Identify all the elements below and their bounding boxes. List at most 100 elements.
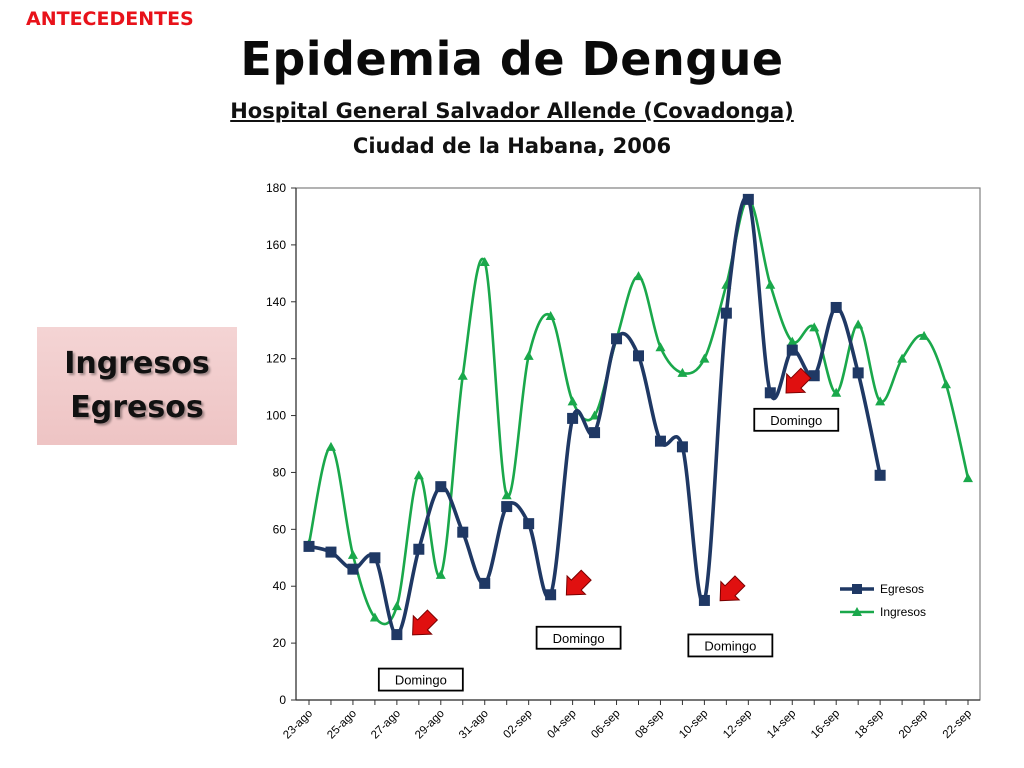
data-point-egresos bbox=[325, 546, 337, 558]
data-point-egresos bbox=[479, 577, 491, 589]
data-point-egresos bbox=[633, 350, 644, 362]
y-tick-label: 160 bbox=[266, 238, 286, 252]
chart-annotations: Domingo Domingo Domingo Domingo bbox=[377, 367, 840, 692]
data-point-egresos bbox=[457, 526, 469, 538]
x-tick-label: 27-ago bbox=[369, 708, 403, 742]
data-point-ingresos bbox=[369, 612, 380, 622]
data-point-ingresos bbox=[831, 387, 842, 397]
x-tick-label: 22-sep bbox=[941, 708, 974, 741]
x-tick-label: 25-ago bbox=[325, 708, 359, 742]
data-point-egresos bbox=[808, 370, 820, 382]
data-point-ingresos bbox=[699, 353, 710, 363]
data-point-ingresos bbox=[765, 279, 776, 289]
data-point-egresos bbox=[676, 441, 688, 453]
slide-title: Epidemia de Dengue bbox=[240, 32, 784, 86]
data-point-egresos bbox=[786, 344, 798, 356]
y-tick-label: 20 bbox=[273, 636, 287, 650]
data-point-ingresos bbox=[435, 569, 446, 579]
legend-item-egresos: Egresos bbox=[840, 582, 924, 596]
data-point-ingresos bbox=[567, 396, 578, 406]
annotation: Domingo bbox=[753, 367, 840, 432]
annotation: Domingo bbox=[535, 569, 622, 650]
data-point-ingresos bbox=[897, 353, 908, 363]
chart-axes: 0 20 40 60 80 100 120 140 160 180 23-ago 25-ago 27-a… bbox=[266, 181, 981, 742]
data-point-egresos bbox=[720, 307, 732, 319]
annotation-arrow bbox=[785, 367, 812, 394]
side-label-box: Ingresos Egresos bbox=[37, 327, 237, 445]
annotation-label: Domingo bbox=[770, 413, 822, 428]
data-point-ingresos bbox=[457, 370, 468, 380]
data-point-ingresos bbox=[589, 410, 600, 420]
y-tick-label: 140 bbox=[266, 295, 286, 309]
annotation-arrow bbox=[719, 575, 746, 602]
data-point-egresos bbox=[742, 193, 754, 205]
legend-label: Ingresos bbox=[880, 605, 926, 619]
data-point-egresos bbox=[852, 367, 864, 379]
data-point-ingresos bbox=[875, 396, 886, 406]
data-point-ingresos bbox=[479, 256, 490, 266]
data-point-egresos bbox=[830, 301, 842, 313]
annotation-arrow bbox=[412, 609, 439, 636]
data-point-egresos bbox=[874, 469, 886, 481]
legend-label: Egresos bbox=[880, 582, 924, 596]
y-tick-label: 0 bbox=[279, 693, 286, 707]
annotation-box bbox=[753, 407, 840, 432]
data-point-ingresos bbox=[787, 336, 798, 346]
x-tick-label: 06-sep bbox=[589, 708, 622, 741]
section-label: ANTECEDENTES bbox=[26, 8, 194, 30]
slide-subtitle-location: Ciudad de la Habana, 2006 bbox=[352, 134, 672, 158]
y-tick-label: 40 bbox=[273, 579, 287, 593]
y-tick-label: 120 bbox=[266, 352, 286, 366]
annotation-box bbox=[687, 633, 774, 658]
data-point-ingresos bbox=[941, 379, 952, 389]
data-point-ingresos bbox=[501, 490, 512, 500]
data-point-ingresos bbox=[347, 549, 358, 559]
data-point-ingresos bbox=[523, 350, 534, 360]
arrow-shape bbox=[412, 609, 439, 636]
arrow-shape bbox=[719, 575, 746, 602]
y-tick-label: 180 bbox=[266, 181, 286, 195]
y-tick-label: 60 bbox=[273, 522, 287, 536]
data-point-ingresos bbox=[655, 342, 666, 352]
x-tick-label: 04-sep bbox=[545, 708, 578, 741]
line-chart: 0 20 40 60 80 100 120 140 160 180 23-ago 25-ago 27-a… bbox=[266, 181, 981, 742]
data-point-egresos bbox=[567, 412, 579, 424]
data-point-egresos bbox=[698, 594, 710, 606]
data-point-egresos bbox=[589, 427, 601, 439]
arrow-shape bbox=[785, 367, 812, 394]
data-point-ingresos bbox=[919, 330, 930, 340]
data-point-ingresos bbox=[633, 271, 644, 281]
annotation-box bbox=[535, 625, 622, 650]
annotation-label: Domingo bbox=[553, 631, 605, 646]
x-tick-label: 14-sep bbox=[765, 708, 798, 741]
y-tick-label: 80 bbox=[273, 465, 287, 479]
x-tick-label: 23-ago bbox=[281, 708, 315, 742]
chart-series bbox=[303, 193, 973, 641]
plot-area bbox=[295, 187, 981, 701]
data-point-egresos bbox=[303, 540, 315, 552]
data-point-egresos bbox=[413, 543, 425, 555]
side-label-ingresos: Ingresos bbox=[64, 346, 210, 381]
data-point-ingresos bbox=[413, 470, 424, 480]
annotation-arrow bbox=[565, 569, 592, 596]
data-point-egresos bbox=[369, 552, 381, 564]
x-tick-label: 18-sep bbox=[853, 708, 886, 741]
side-label-egresos: Egresos bbox=[70, 390, 204, 425]
annotation-label: Domingo bbox=[704, 638, 756, 653]
data-point-ingresos bbox=[677, 367, 688, 377]
legend-item-ingresos: Ingresos bbox=[840, 605, 926, 619]
x-tick-label: 16-sep bbox=[809, 708, 842, 741]
x-tick-label: 29-ago bbox=[413, 708, 447, 742]
data-point-ingresos bbox=[545, 311, 556, 320]
data-point-egresos bbox=[545, 589, 557, 601]
data-point-ingresos bbox=[809, 322, 820, 332]
legend-marker bbox=[852, 584, 862, 594]
chart-legend: Egresos Ingresos bbox=[840, 582, 926, 619]
slide-subtitle-hospital: Hospital General Salvador Allende (Covad… bbox=[230, 99, 794, 123]
data-point-egresos bbox=[391, 629, 403, 641]
annotation-box bbox=[377, 667, 464, 692]
legend-marker bbox=[852, 607, 862, 616]
data-point-egresos bbox=[764, 387, 776, 399]
x-tick-label: 10-sep bbox=[677, 708, 710, 741]
data-point-ingresos bbox=[391, 601, 402, 611]
